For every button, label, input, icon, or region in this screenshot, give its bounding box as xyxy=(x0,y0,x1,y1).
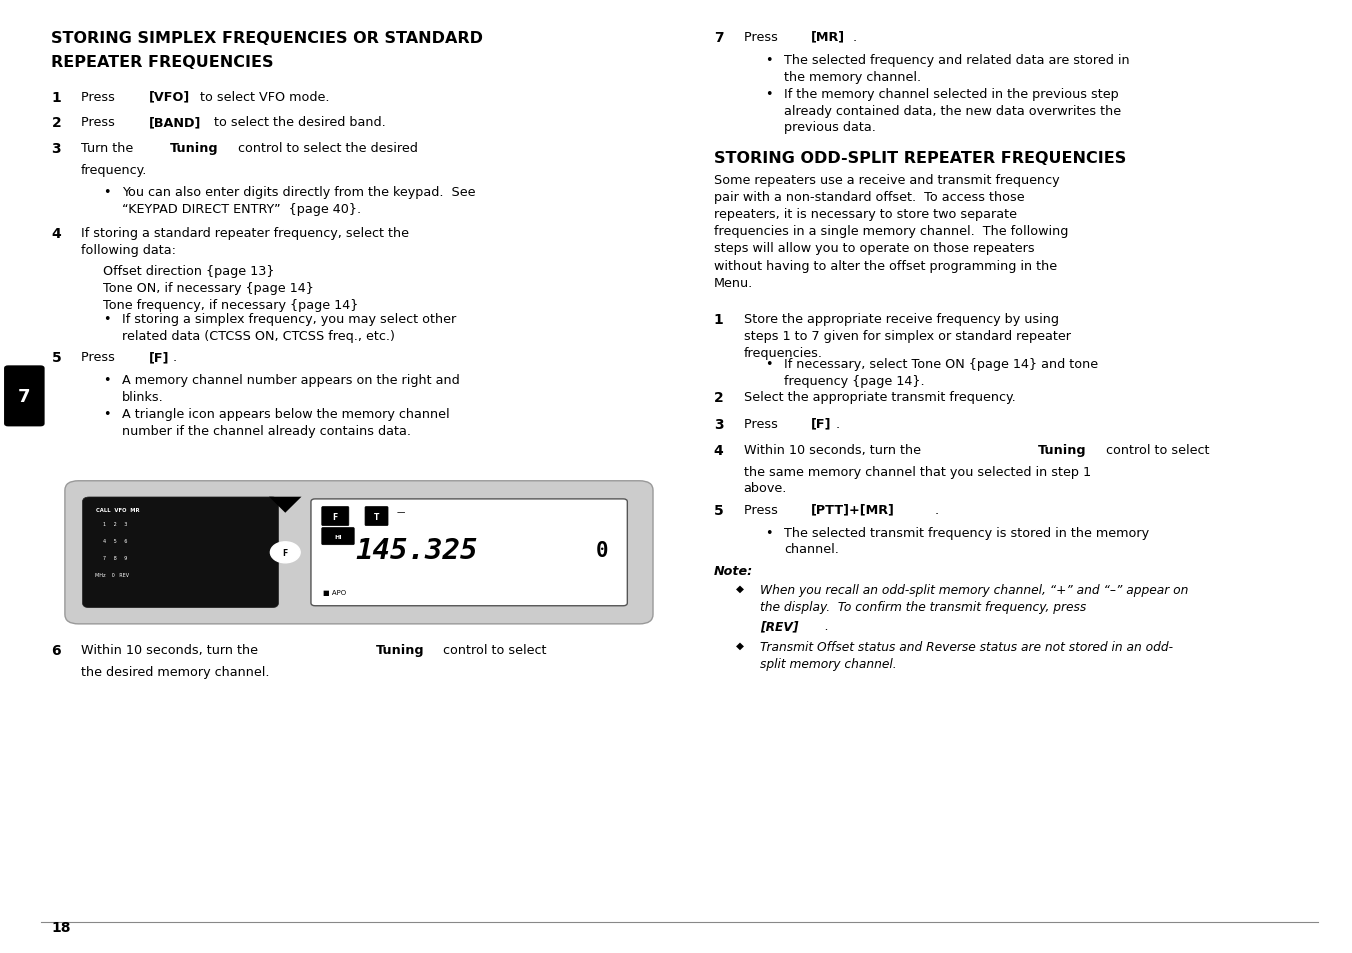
Text: Store the appropriate receive frequency by using
steps 1 to 7 given for simplex : Store the appropriate receive frequency … xyxy=(744,313,1071,359)
Text: [BAND]: [BAND] xyxy=(149,116,201,130)
Text: control to select the desired: control to select the desired xyxy=(234,142,418,155)
Text: 3: 3 xyxy=(51,142,61,156)
Text: Press: Press xyxy=(81,116,119,130)
Text: T: T xyxy=(375,512,379,521)
Text: Press: Press xyxy=(744,30,781,44)
Text: •: • xyxy=(765,526,773,539)
Text: 6: 6 xyxy=(51,643,61,658)
Text: •: • xyxy=(765,54,773,68)
FancyBboxPatch shape xyxy=(311,499,627,606)
Text: —: — xyxy=(396,508,404,517)
Text: Transmit Offset status and Reverse status are not stored in an odd-
split memory: Transmit Offset status and Reverse statu… xyxy=(760,640,1172,670)
Text: Press: Press xyxy=(81,91,119,104)
Text: frequency.: frequency. xyxy=(81,164,147,177)
Text: You can also enter digits directly from the keypad.  See
“KEYPAD DIRECT ENTRY”  : You can also enter digits directly from … xyxy=(122,186,475,215)
Text: Select the appropriate transmit frequency.: Select the appropriate transmit frequenc… xyxy=(744,391,1015,404)
Text: .: . xyxy=(836,417,840,431)
Text: 7     8     9: 7 8 9 xyxy=(103,556,127,560)
FancyBboxPatch shape xyxy=(4,366,45,427)
Text: [VFO]: [VFO] xyxy=(149,91,191,104)
FancyBboxPatch shape xyxy=(65,481,653,624)
Text: ◆: ◆ xyxy=(735,640,744,650)
Text: A triangle icon appears below the memory channel
number if the channel already c: A triangle icon appears below the memory… xyxy=(122,408,449,437)
Text: 2: 2 xyxy=(714,391,723,405)
Text: ◆: ◆ xyxy=(735,583,744,593)
Text: 5: 5 xyxy=(714,503,723,517)
Text: the same memory channel that you selected in step 1
above.: the same memory channel that you selecte… xyxy=(744,465,1091,495)
Text: the desired memory channel.: the desired memory channel. xyxy=(81,665,269,679)
Text: REPEATER FREQUENCIES: REPEATER FREQUENCIES xyxy=(51,55,274,71)
Text: Offset direction {page 13}
Tone ON, if necessary {page 14}
Tone frequency, if ne: Offset direction {page 13} Tone ON, if n… xyxy=(103,265,358,312)
Text: •: • xyxy=(103,408,111,421)
Text: •: • xyxy=(765,88,773,101)
Text: •: • xyxy=(103,374,111,387)
Text: .: . xyxy=(173,351,177,364)
Text: 4: 4 xyxy=(714,443,723,457)
Text: [MR]: [MR] xyxy=(811,30,845,44)
Text: 145.325: 145.325 xyxy=(356,537,479,565)
Text: 1: 1 xyxy=(714,313,723,327)
Text: The selected frequency and related data are stored in
the memory channel.: The selected frequency and related data … xyxy=(784,54,1130,84)
Text: 0: 0 xyxy=(595,540,608,560)
Text: If necessary, select Tone ON {page 14} and tone
frequency {page 14}.: If necessary, select Tone ON {page 14} a… xyxy=(784,357,1098,387)
FancyBboxPatch shape xyxy=(82,497,279,608)
Circle shape xyxy=(270,542,300,563)
Text: [REV]: [REV] xyxy=(760,619,798,633)
Text: If storing a simplex frequency, you may select other
related data (CTCSS ON, CTC: If storing a simplex frequency, you may … xyxy=(122,313,456,342)
Text: .: . xyxy=(825,619,829,633)
Text: Note:: Note: xyxy=(714,564,753,578)
Text: 4     5     6: 4 5 6 xyxy=(103,538,127,543)
Text: A memory channel number appears on the right and
blinks.: A memory channel number appears on the r… xyxy=(122,374,460,403)
Text: Tuning: Tuning xyxy=(376,643,425,657)
Text: When you recall an odd-split memory channel, “+” and “–” appear on
the display. : When you recall an odd-split memory chan… xyxy=(760,583,1188,613)
Text: control to select: control to select xyxy=(439,643,548,657)
Text: [F]: [F] xyxy=(811,417,831,431)
Text: Turn the: Turn the xyxy=(81,142,138,155)
FancyBboxPatch shape xyxy=(365,507,388,526)
Text: If the memory channel selected in the previous step
already contained data, the : If the memory channel selected in the pr… xyxy=(784,88,1121,134)
Text: 1     2     3: 1 2 3 xyxy=(103,521,127,526)
Text: ■ APO: ■ APO xyxy=(323,590,346,596)
Text: Tuning: Tuning xyxy=(1038,443,1087,456)
Text: MHz    0   REV: MHz 0 REV xyxy=(95,573,128,578)
Text: Some repeaters use a receive and transmit frequency
pair with a non-standard off: Some repeaters use a receive and transmi… xyxy=(714,173,1068,290)
Text: 4: 4 xyxy=(51,227,61,241)
Text: HI: HI xyxy=(334,534,342,539)
Text: to select the desired band.: to select the desired band. xyxy=(210,116,385,130)
Text: 1: 1 xyxy=(51,91,61,105)
Text: 3: 3 xyxy=(714,417,723,432)
Text: Within 10 seconds, turn the: Within 10 seconds, turn the xyxy=(81,643,262,657)
Text: Within 10 seconds, turn the: Within 10 seconds, turn the xyxy=(744,443,925,456)
Text: [F]: [F] xyxy=(149,351,169,364)
Text: Press: Press xyxy=(744,417,781,431)
Text: F: F xyxy=(333,512,338,521)
Text: to select VFO mode.: to select VFO mode. xyxy=(196,91,330,104)
Text: 18: 18 xyxy=(51,920,70,934)
Text: [PTT]+[MR]: [PTT]+[MR] xyxy=(811,503,895,517)
Text: 2: 2 xyxy=(51,116,61,131)
Text: CALL  VFO  MR: CALL VFO MR xyxy=(96,508,139,513)
Text: •: • xyxy=(765,357,773,371)
Text: Press: Press xyxy=(81,351,119,364)
Text: STORING ODD-SPLIT REPEATER FREQUENCIES: STORING ODD-SPLIT REPEATER FREQUENCIES xyxy=(714,151,1126,166)
Text: Tuning: Tuning xyxy=(170,142,219,155)
Text: Press: Press xyxy=(744,503,781,517)
Text: 5: 5 xyxy=(51,351,61,365)
Text: .: . xyxy=(934,503,938,517)
FancyBboxPatch shape xyxy=(322,528,354,545)
Text: .: . xyxy=(853,30,857,44)
Text: •: • xyxy=(103,186,111,199)
Text: If storing a standard repeater frequency, select the
following data:: If storing a standard repeater frequency… xyxy=(81,227,410,256)
Text: •: • xyxy=(103,313,111,326)
Text: control to select: control to select xyxy=(1102,443,1210,456)
Text: 7: 7 xyxy=(714,30,723,45)
Text: 7: 7 xyxy=(18,388,31,405)
Polygon shape xyxy=(269,497,301,513)
Text: F: F xyxy=(283,548,288,558)
Text: STORING SIMPLEX FREQUENCIES OR STANDARD: STORING SIMPLEX FREQUENCIES OR STANDARD xyxy=(51,30,484,46)
Text: The selected transmit frequency is stored in the memory
channel.: The selected transmit frequency is store… xyxy=(784,526,1149,556)
FancyBboxPatch shape xyxy=(322,507,349,526)
